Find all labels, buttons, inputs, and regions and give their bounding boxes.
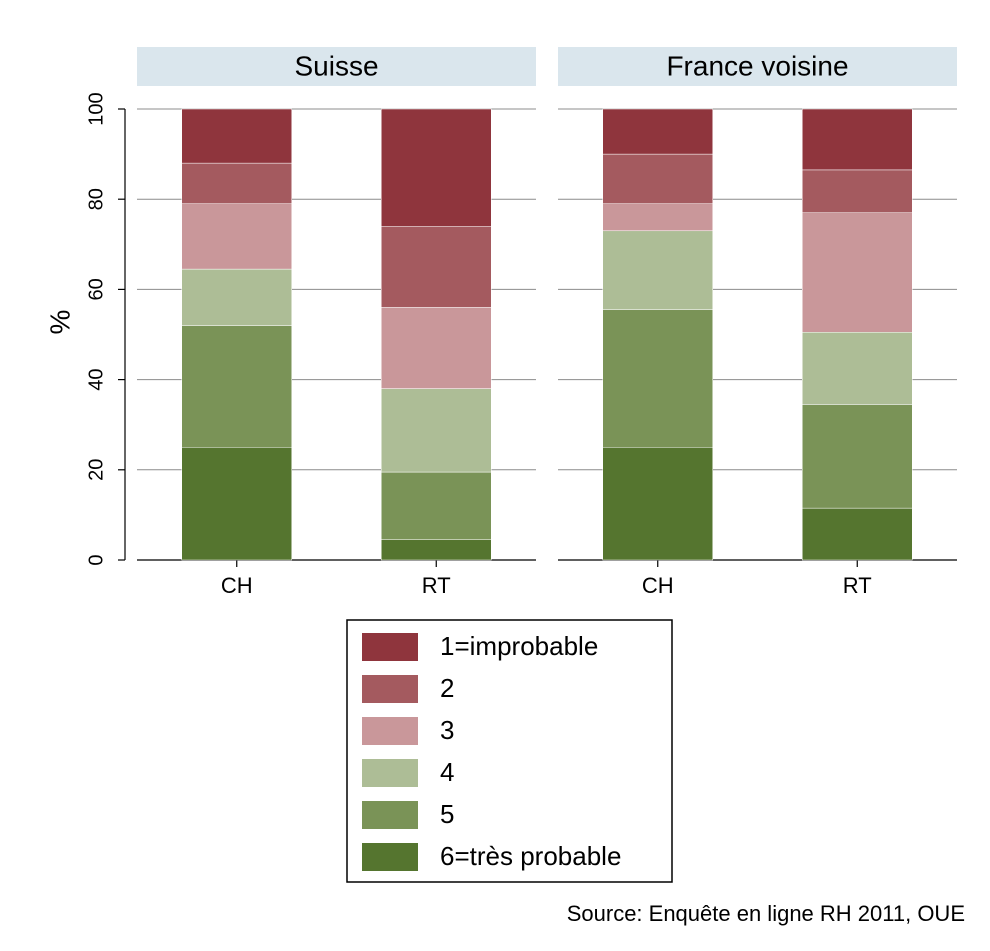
bar-segment [602, 230, 713, 310]
y-tick-label: 40 [85, 368, 107, 390]
bar-segment [181, 162, 292, 204]
bar-segment [181, 325, 292, 448]
legend-box [346, 619, 673, 883]
legend-label: 2 [440, 673, 454, 703]
panel-title: France voisine [666, 50, 848, 81]
bar-segment [602, 309, 713, 448]
legend-swatch [362, 801, 418, 829]
legend-label: 4 [440, 757, 454, 787]
bar-segment [802, 169, 913, 213]
bar-segment [181, 447, 292, 561]
x-tick-label: RT [843, 573, 872, 598]
y-tick-label: 60 [85, 278, 107, 300]
source-note: Source: Enquête en ligne RH 2011, OUE [567, 901, 965, 926]
legend-label: 6=très probable [440, 841, 621, 871]
y-tick-label: 80 [85, 188, 107, 210]
bar-segment [802, 331, 913, 405]
bar-segment [381, 226, 492, 308]
bar-segment [181, 108, 292, 164]
x-tick-label: CH [642, 573, 674, 598]
legend-swatch [362, 633, 418, 661]
bar-segment [381, 539, 492, 561]
bar-segment [381, 471, 492, 540]
y-tick-label: 20 [85, 459, 107, 481]
bar-segment [802, 212, 913, 333]
panel-title: Suisse [294, 50, 378, 81]
panel-strip [137, 47, 536, 86]
legend-label: 3 [440, 715, 454, 745]
bar-segment [802, 507, 913, 561]
y-tick-label: 100 [85, 92, 107, 125]
legend-swatch [362, 759, 418, 787]
bar-segment [381, 108, 492, 227]
x-tick-label: RT [422, 573, 451, 598]
bar-segment [381, 307, 492, 389]
bar-segment [802, 108, 913, 171]
bar-segment [802, 404, 913, 509]
legend-swatch [362, 717, 418, 745]
panel-strip [558, 47, 957, 86]
y-tick-label: 0 [85, 554, 107, 565]
bar-segment [602, 447, 713, 561]
bar-segment [181, 268, 292, 326]
y-axis-label: % [44, 310, 75, 335]
legend-swatch [362, 675, 418, 703]
bar-segment [181, 203, 292, 270]
legend-swatch [362, 843, 418, 871]
bar-segment [381, 388, 492, 473]
legend-label: 5 [440, 799, 454, 829]
bar-segment [602, 203, 713, 232]
x-tick-label: CH [221, 573, 253, 598]
bar-segment [602, 153, 713, 204]
legend-label: 1=improbable [440, 631, 598, 661]
bar-segment [602, 108, 713, 155]
